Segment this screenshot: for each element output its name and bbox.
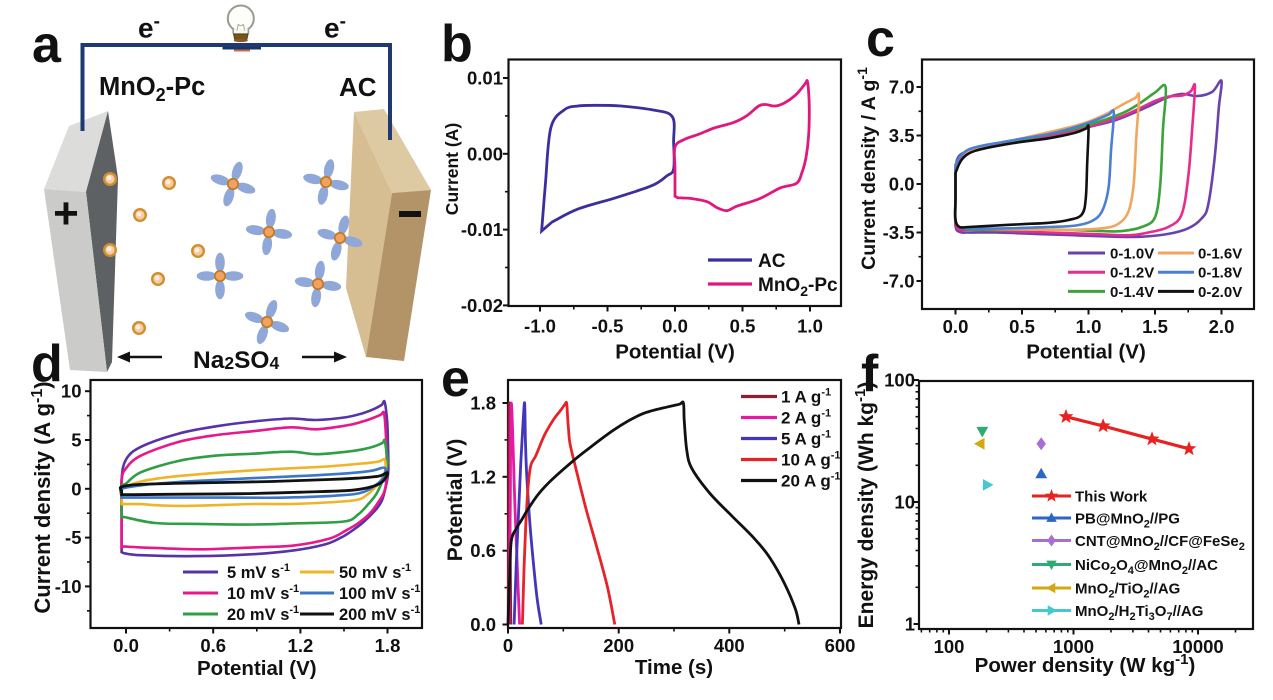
svg-text:e: e	[441, 350, 470, 408]
svg-text:5 A g-1: 5 A g-1	[781, 429, 831, 449]
svg-text:1.5: 1.5	[1142, 316, 1168, 337]
svg-text:This Work: This Work	[1075, 489, 1148, 506]
svg-text:20 mV s-1: 20 mV s-1	[227, 604, 299, 624]
svg-text:Energy density (Wh kg-1): Energy density (Wh kg-1)	[852, 382, 878, 629]
svg-text:3.5: 3.5	[889, 125, 915, 146]
svg-text:20 A g-1: 20 A g-1	[781, 471, 841, 491]
svg-text:0-2.0V: 0-2.0V	[1198, 284, 1242, 301]
svg-text:-7.0: -7.0	[883, 271, 915, 292]
svg-text:-0.01: -0.01	[461, 219, 503, 240]
svg-text:0-1.2V: 0-1.2V	[1110, 265, 1154, 282]
svg-text:CNT@MnO2//CF@FeSe2: CNT@MnO2//CF@FeSe2	[1075, 533, 1245, 553]
svg-text:Na2SO4: Na2SO4	[193, 347, 279, 374]
svg-text:Power density (W kg-1): Power density (W kg-1)	[975, 651, 1196, 677]
svg-text:0.5: 0.5	[730, 316, 756, 337]
svg-text:5 mV s-1: 5 mV s-1	[227, 562, 290, 582]
svg-text:1.2: 1.2	[288, 635, 314, 656]
svg-text:0.6: 0.6	[470, 540, 496, 561]
svg-text:1: 1	[905, 614, 915, 635]
svg-text:0.0: 0.0	[113, 635, 139, 656]
svg-text:AC: AC	[339, 72, 377, 102]
svg-text:b: b	[441, 15, 473, 73]
svg-text:2.0: 2.0	[1209, 316, 1235, 337]
svg-text:0.0: 0.0	[943, 316, 969, 337]
svg-text:400: 400	[714, 635, 745, 656]
svg-text:10: 10	[61, 381, 82, 402]
svg-text:10: 10	[894, 492, 915, 513]
svg-text:0.6: 0.6	[200, 635, 226, 656]
svg-text:0-1.0V: 0-1.0V	[1110, 246, 1154, 263]
svg-text:MnO2-Pc: MnO2-Pc	[99, 73, 205, 105]
svg-text:0-1.4V: 0-1.4V	[1110, 284, 1154, 301]
svg-text:-0.5: -0.5	[592, 316, 624, 337]
svg-text:1000: 1000	[1053, 636, 1094, 657]
svg-text:Time (s): Time (s)	[635, 656, 713, 679]
svg-text:10000: 10000	[1172, 636, 1223, 657]
svg-text:10 mV s-1: 10 mV s-1	[227, 583, 299, 603]
svg-text:Potential (V): Potential (V)	[615, 341, 735, 364]
svg-text:1 A g-1: 1 A g-1	[781, 387, 831, 407]
svg-text:1.8: 1.8	[470, 393, 496, 414]
svg-text:AC: AC	[758, 251, 786, 272]
svg-text:d: d	[31, 335, 63, 393]
svg-text:c: c	[866, 10, 895, 68]
svg-text:0.0: 0.0	[662, 316, 688, 337]
svg-text:50 mV s-1: 50 mV s-1	[339, 562, 411, 582]
svg-text:1.0: 1.0	[1076, 316, 1102, 337]
svg-text:f: f	[861, 345, 879, 403]
svg-text:1.2: 1.2	[470, 466, 496, 487]
svg-text:1.8: 1.8	[375, 635, 401, 656]
svg-text:7.0: 7.0	[889, 77, 915, 98]
svg-text:-5: -5	[65, 527, 81, 548]
svg-text:0.5: 0.5	[1009, 316, 1035, 337]
svg-text:a: a	[32, 16, 62, 74]
svg-text:100: 100	[934, 636, 965, 657]
svg-text:200: 200	[603, 635, 634, 656]
svg-text:1.0: 1.0	[797, 316, 823, 337]
svg-text:0-1.8V: 0-1.8V	[1198, 265, 1242, 282]
svg-text:0.0: 0.0	[470, 614, 496, 635]
svg-text:PB@MnO2//PG: PB@MnO2//PG	[1075, 511, 1180, 531]
svg-text:Current (A): Current (A)	[442, 123, 462, 215]
svg-text:100: 100	[884, 370, 915, 391]
svg-text:MnO2-Pc: MnO2-Pc	[758, 275, 838, 299]
svg-text:MnO2/TiO2//AG: MnO2/TiO2//AG	[1075, 581, 1180, 601]
svg-text:Potential (V): Potential (V)	[1026, 341, 1146, 364]
svg-text:Current density / A g-1: Current density / A g-1	[854, 67, 880, 270]
svg-text:+: +	[53, 189, 79, 238]
svg-text:0-1.6V: 0-1.6V	[1198, 246, 1242, 263]
svg-text:0.0: 0.0	[889, 174, 915, 195]
svg-text:Current density (A g-1): Current density (A g-1)	[29, 381, 55, 613]
svg-text:100 mV s-1: 100 mV s-1	[339, 583, 420, 603]
svg-text:2 A g-1: 2 A g-1	[781, 408, 831, 428]
svg-text:0.01: 0.01	[467, 68, 503, 89]
svg-text:600: 600	[825, 635, 856, 656]
svg-text:-0.02: -0.02	[461, 295, 503, 316]
svg-text:10 A g-1: 10 A g-1	[781, 450, 841, 470]
svg-text:5: 5	[71, 430, 81, 451]
svg-text:0.00: 0.00	[467, 143, 503, 164]
svg-text:-1.0: -1.0	[524, 316, 556, 337]
svg-text:200 mV s-1: 200 mV s-1	[339, 604, 420, 624]
svg-text:0: 0	[503, 635, 513, 656]
svg-text:-3.5: -3.5	[883, 222, 915, 243]
svg-text:-10: -10	[55, 576, 82, 597]
svg-text:Potential (V): Potential (V)	[444, 439, 467, 562]
svg-text:Potential (V): Potential (V)	[197, 657, 317, 680]
svg-text:0: 0	[71, 478, 81, 499]
